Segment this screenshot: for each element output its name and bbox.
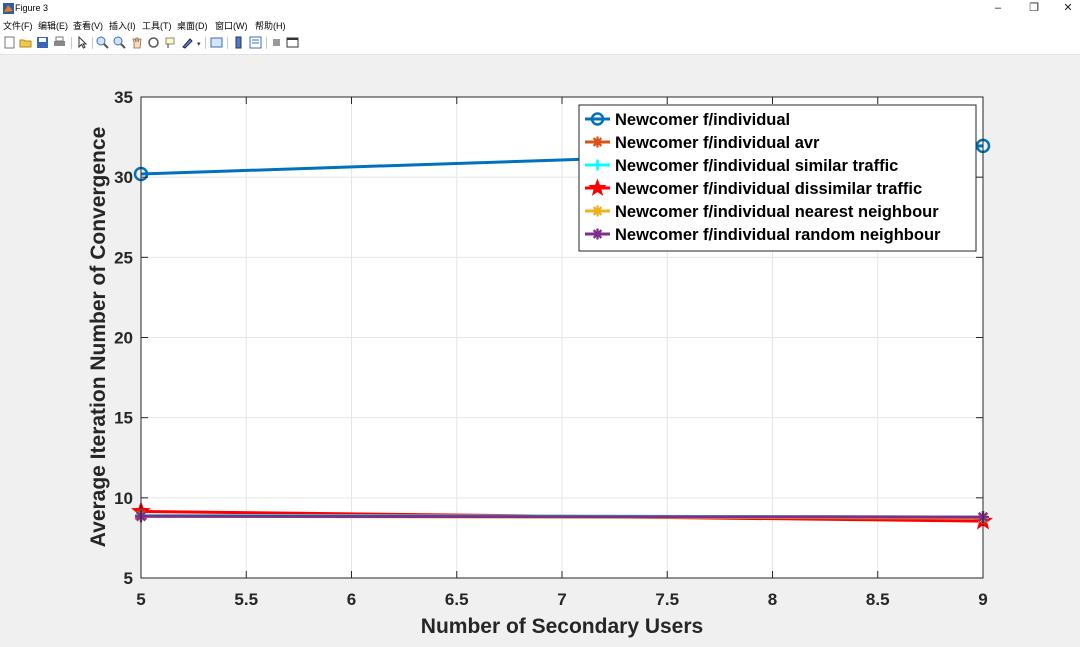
legend-marker[interactable] bbox=[592, 136, 603, 148]
legend-icon[interactable] bbox=[249, 36, 262, 49]
legend-marker[interactable] bbox=[590, 112, 605, 126]
pointer-icon[interactable] bbox=[76, 36, 89, 49]
brush-dropdown-icon[interactable]: ▾ bbox=[197, 41, 201, 48]
legend-marker[interactable] bbox=[592, 205, 603, 217]
figure-canvas: 5 5.5 6 6.5 7 7.5 8 8.5 9 5 10 15 20 25 30 35 Number of… bbox=[0, 55, 1080, 642]
y-axis-label: Average Iteration Number of Convergence bbox=[87, 127, 110, 548]
legend-label: Newcomer f/individual nearest neighbour bbox=[615, 203, 939, 221]
legend-label: Newcomer f/individual random neighbour bbox=[615, 226, 941, 244]
x-tick-label: 5.5 bbox=[234, 590, 258, 609]
x-tick-label: 8.5 bbox=[866, 590, 890, 609]
legend-item[interactable]: Newcomer f/individual bbox=[585, 111, 790, 129]
menu-window[interactable]: 窗口(W) bbox=[215, 21, 248, 31]
legend[interactable]: Newcomer f/individual Newcomer f/individu… bbox=[578, 104, 977, 252]
legend-marker[interactable] bbox=[592, 159, 603, 171]
y-tick-label: 10 bbox=[114, 489, 133, 508]
data-cursor-icon[interactable] bbox=[164, 36, 177, 49]
pan-icon[interactable] bbox=[130, 36, 143, 49]
rotate-3d-icon[interactable] bbox=[147, 36, 160, 49]
print-icon[interactable] bbox=[53, 36, 66, 49]
minimize-button[interactable]: – bbox=[994, 2, 1002, 14]
hide-tools-icon[interactable] bbox=[270, 36, 283, 49]
y-tick-label: 25 bbox=[114, 248, 133, 267]
menu-file[interactable]: 文件(F) bbox=[3, 21, 33, 31]
menu-bar: 文件(F) 编辑(E) 查看(V) 插入(I) 工具(T) 桌面(D) 窗口(W… bbox=[0, 17, 1080, 32]
y-tick-label: 35 bbox=[114, 88, 133, 107]
toolbar-separator bbox=[71, 37, 72, 49]
matlab-icon bbox=[3, 3, 14, 14]
window-titlebar: Figure 3 – ❐ ✕ bbox=[0, 0, 1080, 17]
x-tick-label: 9 bbox=[978, 590, 987, 609]
menu-edit[interactable]: 编辑(E) bbox=[38, 21, 68, 31]
menu-insert[interactable]: 插入(I) bbox=[109, 21, 136, 31]
legend-marker[interactable] bbox=[592, 228, 603, 240]
zoom-in-icon[interactable] bbox=[96, 36, 109, 49]
save-icon[interactable] bbox=[36, 36, 49, 49]
figure-toolbar: ▾ bbox=[0, 32, 1080, 55]
brush-icon[interactable] bbox=[181, 36, 194, 49]
legend-item[interactable]: Newcomer f/individual dissimilar traffic bbox=[585, 178, 922, 198]
x-tick-label: 7.5 bbox=[655, 590, 679, 609]
series-layer bbox=[131, 138, 993, 530]
x-tick-label: 5 bbox=[136, 590, 145, 609]
legend-label: Newcomer f/individual dissimilar traffic bbox=[615, 180, 922, 198]
x-tick-label: 7 bbox=[557, 590, 566, 609]
legend-label: Newcomer f/individual bbox=[615, 111, 790, 129]
menu-tools[interactable]: 工具(T) bbox=[142, 21, 172, 31]
x-tick-label: 6 bbox=[347, 590, 356, 609]
toolbar-separator bbox=[92, 37, 93, 49]
legend-item[interactable]: Newcomer f/individual nearest neighbour bbox=[585, 203, 939, 221]
tick-layer: 5 5.5 6 6.5 7 7.5 8 8.5 9 5 10 15 20 25 30 35 bbox=[114, 88, 988, 609]
series-line[interactable] bbox=[140, 514, 984, 519]
y-tick-label: 20 bbox=[114, 329, 133, 348]
link-plot-icon[interactable] bbox=[210, 36, 223, 49]
legend-box bbox=[578, 104, 977, 252]
legend-item[interactable]: Newcomer f/individual similar traffic bbox=[585, 157, 898, 175]
toolbar-separator bbox=[266, 37, 267, 49]
legend-item[interactable]: Newcomer f/individual random neighbour bbox=[585, 226, 941, 244]
menu-view[interactable]: 查看(V) bbox=[73, 21, 103, 31]
y-tick-label: 5 bbox=[124, 569, 133, 588]
menu-help[interactable]: 帮助(H) bbox=[255, 21, 286, 31]
y-tick-label: 30 bbox=[114, 168, 133, 187]
x-tick-label: 8 bbox=[768, 590, 777, 609]
y-tick-label: 15 bbox=[114, 409, 133, 428]
window-title: Figure 3 bbox=[15, 3, 49, 13]
close-button[interactable]: ✕ bbox=[1063, 2, 1073, 14]
x-tick-label: 6.5 bbox=[445, 590, 469, 609]
legend-label: Newcomer f/individual similar traffic bbox=[615, 157, 898, 175]
toolbar-separator bbox=[227, 37, 228, 49]
x-axis-label: Number of Secondary Users bbox=[421, 615, 703, 638]
menu-desktop[interactable]: 桌面(D) bbox=[177, 21, 208, 31]
new-figure-icon[interactable] bbox=[3, 36, 16, 49]
restore-button[interactable]: ❐ bbox=[1029, 2, 1039, 14]
legend-marker[interactable] bbox=[588, 178, 607, 196]
dock-icon[interactable] bbox=[286, 36, 299, 49]
line-chart[interactable]: 5 5.5 6 6.5 7 7.5 8 8.5 9 5 10 15 20 25 30 35 Number of… bbox=[0, 55, 1080, 642]
colorbar-icon[interactable] bbox=[232, 36, 245, 49]
toolbar-separator bbox=[205, 37, 206, 49]
open-file-icon[interactable] bbox=[19, 36, 32, 49]
legend-item[interactable]: Newcomer f/individual avr bbox=[585, 134, 820, 152]
zoom-out-icon[interactable] bbox=[113, 36, 126, 49]
legend-label: Newcomer f/individual avr bbox=[615, 134, 820, 152]
